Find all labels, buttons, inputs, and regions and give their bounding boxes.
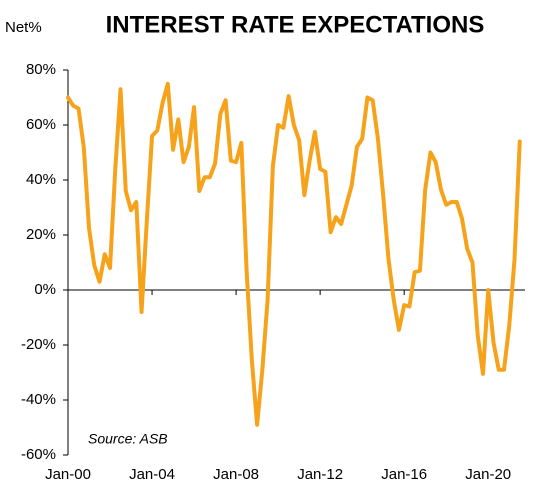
y-tick-label: 40% [26,171,56,188]
source-note: Source: ASB [88,431,168,447]
y-axis-label: Net% [5,19,42,36]
x-tick-label: Jan-08 [213,466,259,483]
y-tick-label: -60% [21,446,56,463]
x-tick-label: Jan-04 [129,466,175,483]
data-line [66,81,522,427]
x-tick-label: Jan-12 [297,466,343,483]
y-tick-label: 60% [26,116,56,133]
x-tick-label: Jan-20 [465,466,511,483]
x-tick-label: Jan-00 [45,466,91,483]
chart-title: INTEREST RATE EXPECTATIONS [106,11,485,38]
y-tick-label: -40% [21,391,56,408]
y-tick-label: 20% [26,226,56,243]
y-tick-label: 0% [34,281,56,298]
y-tick-label: 80% [26,61,56,78]
x-tick-label: Jan-16 [381,466,427,483]
y-tick-label: -20% [21,336,56,353]
